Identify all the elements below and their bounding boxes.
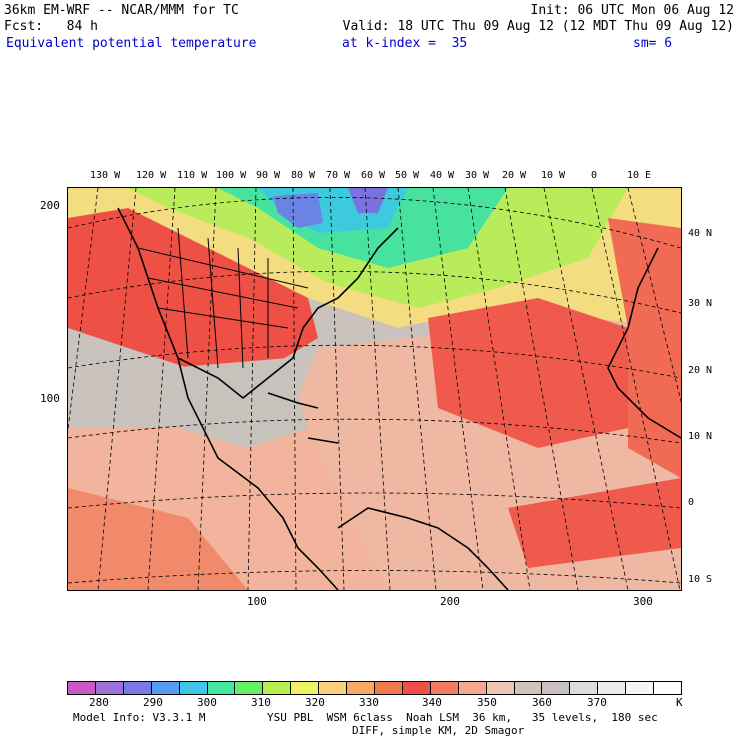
lat-label: 40 N <box>688 228 713 239</box>
gulf-grey-region <box>168 358 308 448</box>
lon-label: 110 W <box>177 170 208 181</box>
colorbar-swatch <box>235 682 264 694</box>
state-boundaries <box>137 227 309 369</box>
colorbar-label: 320 <box>305 696 325 709</box>
colorbar-swatch <box>263 682 292 694</box>
colorbar-unit: K <box>676 696 683 709</box>
model-title: 36km EM-WRF -- NCAR/MMM for TC <box>4 3 239 18</box>
lat-label: 10 N <box>688 431 713 442</box>
lon-label: 70 W <box>326 170 351 181</box>
colorbar-swatch <box>430 682 459 694</box>
physics-info: YSU PBL WSM 6class Noah LSM 36 km, 35 le… <box>267 711 658 724</box>
colorbar-label: 340 <box>422 696 442 709</box>
itcz-warm-band <box>508 478 681 568</box>
lon-label: 20 W <box>502 170 527 181</box>
colorbar-swatch <box>402 682 431 694</box>
lon-label: 10 W <box>541 170 566 181</box>
lon-label: 90 W <box>256 170 281 181</box>
colorbar-label: 360 <box>532 696 552 709</box>
forecast-hour: Fcst: 84 h <box>4 19 98 34</box>
model-info: Model Info: V3.3.1 M <box>73 711 206 724</box>
africa-warm-region <box>608 218 681 478</box>
lon-label: 60 W <box>361 170 386 181</box>
atlantic-warm-tongue <box>428 298 628 448</box>
y-tick: 200 <box>40 199 60 212</box>
lat-label: 0 <box>688 497 695 508</box>
lon-label: 10 E <box>627 170 652 181</box>
lat-label: 20 N <box>688 365 713 376</box>
y-tick: 100 <box>40 392 60 405</box>
colorbar-label: 300 <box>197 696 217 709</box>
color-scale <box>67 681 682 695</box>
x-tick: 100 <box>247 595 267 608</box>
x-tick: 300 <box>633 595 653 608</box>
lon-label: 0 <box>591 170 598 181</box>
lat-label: 10 S <box>688 574 713 585</box>
init-time: Init: 06 UTC Mon 06 Aug 12 <box>530 3 735 18</box>
field-name: Equivalent potential temperature <box>6 36 257 51</box>
colorbar-swatch <box>458 682 487 694</box>
lon-label: 40 W <box>430 170 455 181</box>
lon-label: 120 W <box>136 170 167 181</box>
colorbar-swatch <box>179 682 208 694</box>
coldest-purple-core <box>348 188 388 213</box>
lon-label: 100 W <box>216 170 247 181</box>
colorbar-swatch <box>123 682 152 694</box>
lon-label: 50 W <box>395 170 420 181</box>
us-warm-region <box>68 208 318 368</box>
colorbar-label: 280 <box>89 696 109 709</box>
smoothing: sm= 6 <box>633 36 673 51</box>
colorbar-swatch <box>207 682 236 694</box>
map-fill-svg <box>68 188 681 590</box>
colorbar-swatch <box>626 682 655 694</box>
lat-label: 30 N <box>688 298 713 309</box>
colorbar-swatch <box>542 682 571 694</box>
colorbar-swatch <box>374 682 403 694</box>
pacific-warm-region <box>68 488 248 590</box>
colorbar-label: 330 <box>359 696 379 709</box>
colorbar-swatch <box>95 682 124 694</box>
colorbar-label: 310 <box>251 696 271 709</box>
colorbar-swatch <box>291 682 320 694</box>
colorbar-swatch <box>347 682 375 694</box>
lon-label: 30 W <box>465 170 490 181</box>
valid-time: Valid: 18 UTC Thu 09 Aug 12 (12 MDT Thu … <box>342 19 734 34</box>
colorbar-swatch <box>151 682 180 694</box>
diffusion-info: DIFF, simple KM, 2D Smagor <box>352 724 525 737</box>
colorbar-swatch <box>570 682 599 694</box>
coldest-blue-core <box>273 193 323 228</box>
coastlines <box>117 207 681 590</box>
x-tick: 200 <box>440 595 460 608</box>
colorbar-swatch <box>319 682 348 694</box>
lon-label: 80 W <box>291 170 316 181</box>
colorbar-swatch <box>514 682 543 694</box>
colorbar-label: 290 <box>143 696 163 709</box>
colorbar-swatch <box>654 682 681 694</box>
colorbar-label: 350 <box>477 696 497 709</box>
colorbar-label: 370 <box>587 696 607 709</box>
lon-label: 130 W <box>90 170 121 181</box>
graticule <box>68 188 681 590</box>
k-index: at k-index = 35 <box>342 36 468 51</box>
colorbar-swatch <box>486 682 515 694</box>
colorbar-swatch <box>598 682 627 694</box>
colorbar-swatch <box>68 682 96 694</box>
theta-e-map <box>67 187 682 591</box>
